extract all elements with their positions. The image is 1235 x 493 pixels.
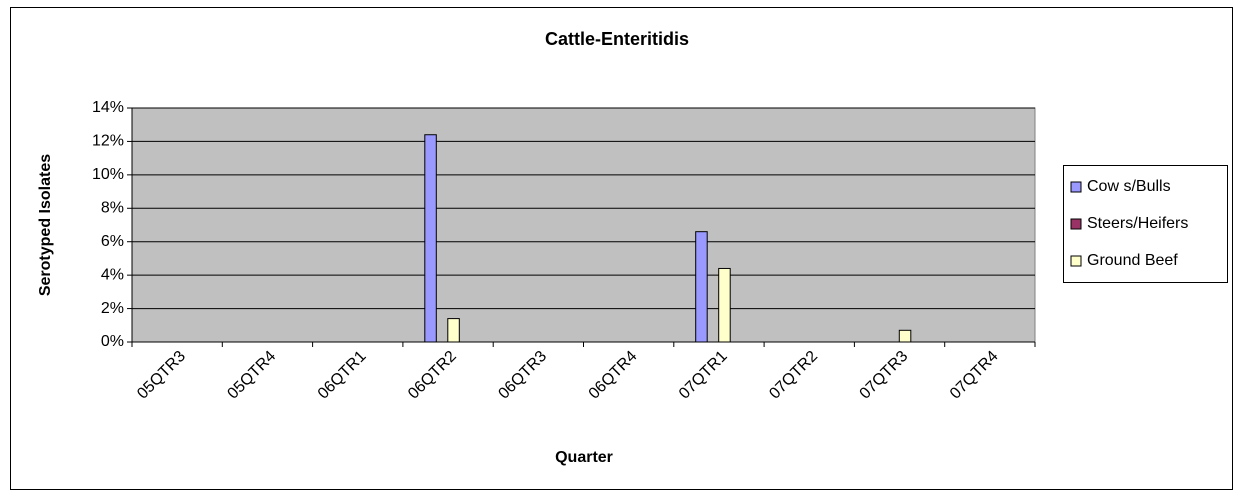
y-tick-label: 10% <box>92 166 124 183</box>
legend-swatch <box>1070 255 1082 267</box>
y-axis-title: Serotyped Isolates <box>37 154 54 296</box>
chart-title: Cattle-Enteritidis <box>545 29 689 49</box>
bar <box>898 329 912 343</box>
bar <box>718 267 731 343</box>
y-tick-label: 6% <box>101 233 124 250</box>
y-tick-label: 14% <box>92 99 124 116</box>
bar <box>424 134 437 343</box>
y-tick-label: 0% <box>101 333 124 350</box>
legend-label: Steers/Heifers <box>1087 215 1188 232</box>
y-tick-label: 8% <box>101 200 124 217</box>
bar <box>695 231 708 343</box>
y-tick-label: 2% <box>101 300 124 317</box>
plot-area <box>131 107 1036 343</box>
y-tick-label: 12% <box>92 133 124 150</box>
legend-swatch <box>1070 218 1082 230</box>
legend-box <box>1063 165 1228 283</box>
legend-label: Ground Beef <box>1087 252 1178 269</box>
x-axis-title: Quarter <box>555 449 613 466</box>
y-tick-label: 4% <box>101 266 124 283</box>
bar <box>447 318 460 343</box>
legend-label: Cow s/Bulls <box>1087 178 1171 195</box>
legend-swatch <box>1070 181 1082 193</box>
